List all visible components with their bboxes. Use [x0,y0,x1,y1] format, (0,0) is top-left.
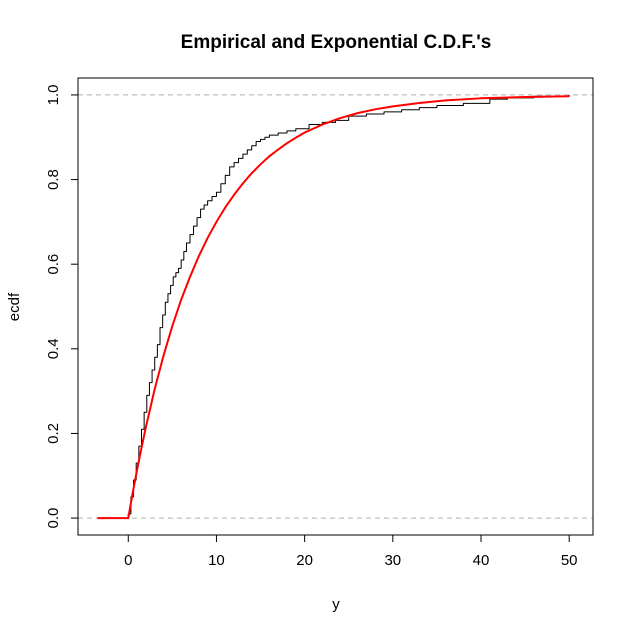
x-axis: 0 10 20 30 40 50 [124,534,578,569]
empirical-cdf-line [97,94,570,519]
x-tick-label: 30 [384,552,401,569]
y-tick-label: 0.2 [45,423,62,444]
y-axis: 0.0 0.2 0.4 0.6 0.8 1.0 [45,84,79,529]
plot-frame [77,77,594,536]
x-tick-label: 0 [124,552,132,569]
reference-lines [78,94,593,519]
y-tick-label: 0.4 [45,338,62,359]
chart-title: Empirical and Exponential C.D.F.'s [181,32,492,53]
x-tick-label: 40 [473,552,490,569]
y-tick-label: 0.0 [45,508,62,529]
x-tick-label: 10 [208,552,225,569]
exponential-cdf-line [97,95,570,520]
y-tick-label: 0.8 [45,169,62,190]
y-tick-label: 0.6 [45,254,62,275]
series-layer [97,94,570,520]
x-axis-label: y [332,596,340,613]
y-tick-label: 1.0 [45,84,62,105]
x-tick-label: 50 [561,552,578,569]
y-axis-label: ecdf [6,292,23,321]
x-tick-label: 20 [296,552,313,569]
